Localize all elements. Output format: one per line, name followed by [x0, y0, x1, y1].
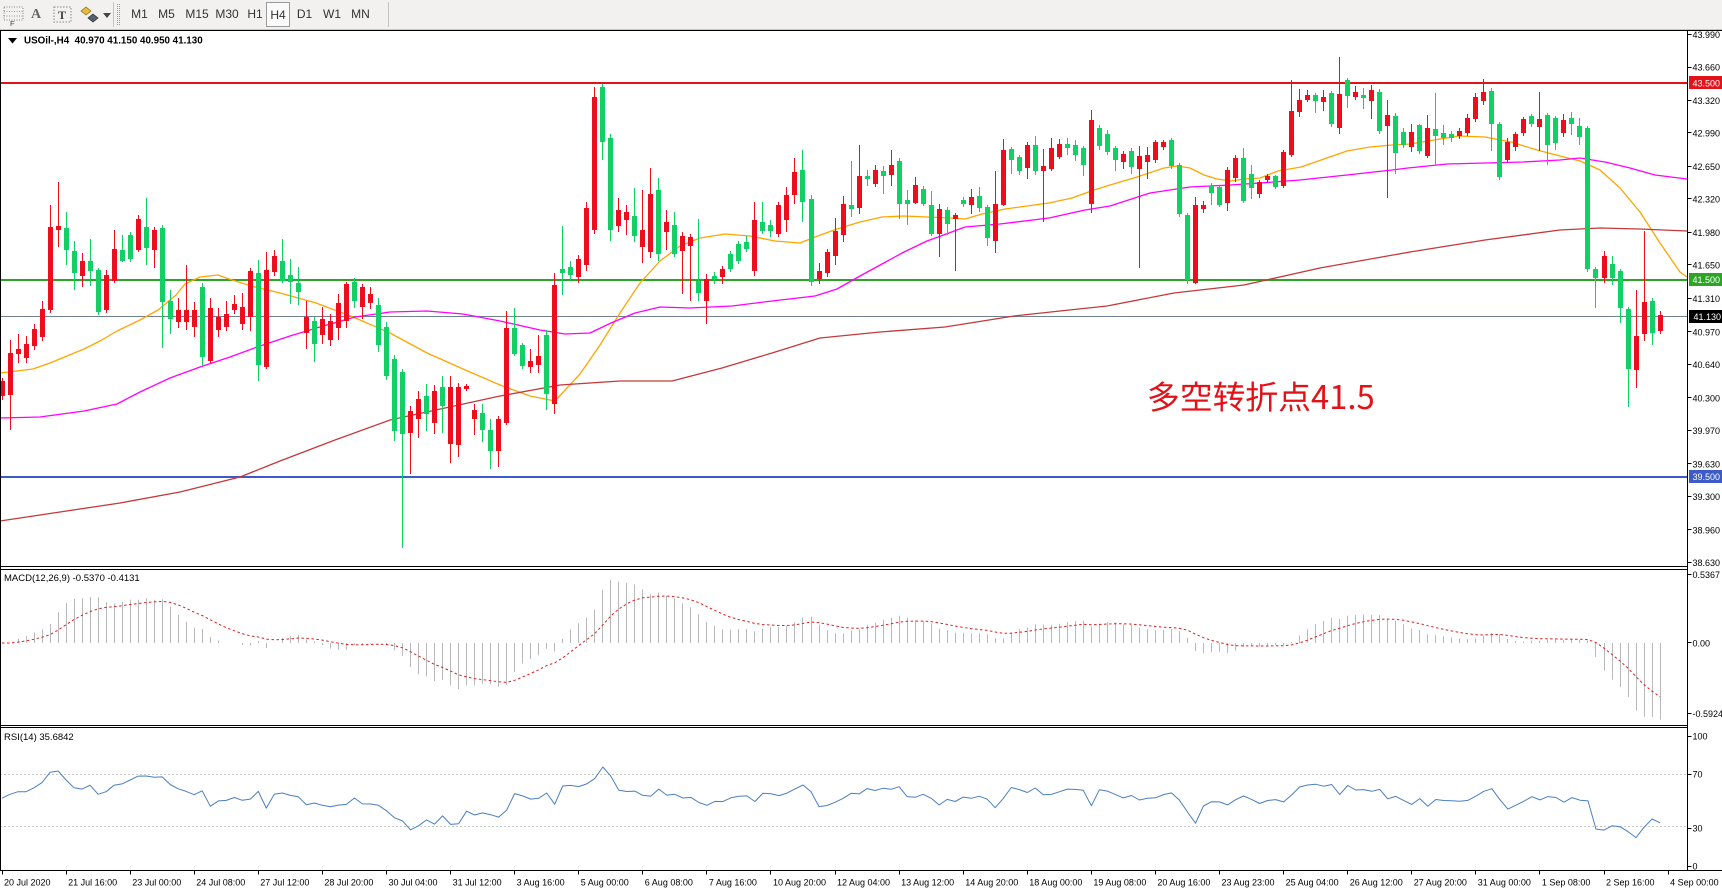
svg-text:MACD(12,26,9) -0.5370 -0.4131: MACD(12,26,9) -0.5370 -0.4131 — [4, 573, 140, 584]
svg-text:41.980: 41.980 — [1693, 228, 1721, 238]
svg-text:41.310: 41.310 — [1693, 294, 1721, 304]
svg-text:25 Aug 04:00: 25 Aug 04:00 — [1286, 878, 1339, 888]
svg-text:0.5367: 0.5367 — [1693, 570, 1721, 580]
svg-text:40.970: 40.970 — [1693, 327, 1721, 337]
svg-text:18 Aug 00:00: 18 Aug 00:00 — [1029, 878, 1082, 888]
svg-text:3 Aug 16:00: 3 Aug 16:00 — [517, 878, 565, 888]
svg-text:42.320: 42.320 — [1693, 195, 1721, 205]
svg-text:31 Jul 12:00: 31 Jul 12:00 — [453, 878, 502, 888]
svg-text:20 Jul 2020: 20 Jul 2020 — [4, 878, 51, 888]
svg-text:70: 70 — [1693, 770, 1703, 780]
svg-text:2 Sep 16:00: 2 Sep 16:00 — [1606, 878, 1655, 888]
svg-text:F: F — [10, 19, 15, 28]
svg-text:39.300: 39.300 — [1693, 492, 1721, 502]
svg-text:0.00: 0.00 — [1693, 639, 1711, 649]
svg-text:41.650: 41.650 — [1693, 261, 1721, 271]
svg-text:27 Jul 12:00: 27 Jul 12:00 — [260, 878, 309, 888]
svg-text:23 Aug 23:00: 23 Aug 23:00 — [1222, 878, 1275, 888]
svg-text:27 Aug 20:00: 27 Aug 20:00 — [1414, 878, 1467, 888]
svg-text:26 Aug 12:00: 26 Aug 12:00 — [1350, 878, 1403, 888]
svg-text:38.630: 38.630 — [1693, 558, 1721, 568]
svg-text:31 Aug 00:00: 31 Aug 00:00 — [1478, 878, 1531, 888]
svg-text:1 Sep 08:00: 1 Sep 08:00 — [1542, 878, 1591, 888]
svg-text:41.500: 41.500 — [1693, 275, 1721, 285]
svg-text:5 Aug 00:00: 5 Aug 00:00 — [581, 878, 629, 888]
svg-text:40.640: 40.640 — [1693, 360, 1721, 370]
svg-text:23 Jul 00:00: 23 Jul 00:00 — [132, 878, 181, 888]
svg-text:28 Jul 20:00: 28 Jul 20:00 — [324, 878, 373, 888]
svg-text:T: T — [58, 8, 66, 22]
svg-text:USOil-,H4 40.970 41.150 40.95: USOil-,H4 40.970 41.150 40.950 41.130 — [24, 36, 203, 47]
svg-text:12 Aug 04:00: 12 Aug 04:00 — [837, 878, 890, 888]
svg-text:14 Aug 20:00: 14 Aug 20:00 — [965, 878, 1018, 888]
svg-text:39.500: 39.500 — [1693, 472, 1721, 482]
svg-text:43.500: 43.500 — [1693, 78, 1721, 88]
svg-text:0: 0 — [1693, 862, 1698, 872]
svg-text:RSI(14) 35.6842: RSI(14) 35.6842 — [4, 732, 74, 743]
svg-text:41.130: 41.130 — [1694, 312, 1722, 322]
svg-text:39.970: 39.970 — [1693, 426, 1721, 436]
svg-text:19 Aug 08:00: 19 Aug 08:00 — [1093, 878, 1146, 888]
svg-text:21 Jul 16:00: 21 Jul 16:00 — [68, 878, 117, 888]
svg-text:42.990: 42.990 — [1693, 129, 1721, 139]
svg-text:20 Aug 16:00: 20 Aug 16:00 — [1157, 878, 1210, 888]
svg-text:39.630: 39.630 — [1693, 459, 1721, 469]
svg-text:-0.5924: -0.5924 — [1693, 709, 1722, 719]
svg-text:43.320: 43.320 — [1693, 96, 1721, 106]
svg-text:30 Jul 04:00: 30 Jul 04:00 — [389, 878, 438, 888]
svg-text:40.300: 40.300 — [1693, 393, 1721, 403]
svg-text:7 Aug 16:00: 7 Aug 16:00 — [709, 878, 757, 888]
svg-text:42.650: 42.650 — [1693, 162, 1721, 172]
svg-text:38.960: 38.960 — [1693, 525, 1721, 535]
svg-text:6 Aug 08:00: 6 Aug 08:00 — [645, 878, 693, 888]
svg-text:43.990: 43.990 — [1693, 30, 1721, 40]
svg-text:30: 30 — [1693, 824, 1703, 834]
svg-text:43.660: 43.660 — [1693, 63, 1721, 73]
svg-text:13 Aug 12:00: 13 Aug 12:00 — [901, 878, 954, 888]
svg-text:24 Jul 08:00: 24 Jul 08:00 — [196, 878, 245, 888]
svg-text:4 Sep 00:00: 4 Sep 00:00 — [1670, 878, 1719, 888]
svg-text:10 Aug 20:00: 10 Aug 20:00 — [773, 878, 826, 888]
svg-text:100: 100 — [1693, 732, 1708, 742]
